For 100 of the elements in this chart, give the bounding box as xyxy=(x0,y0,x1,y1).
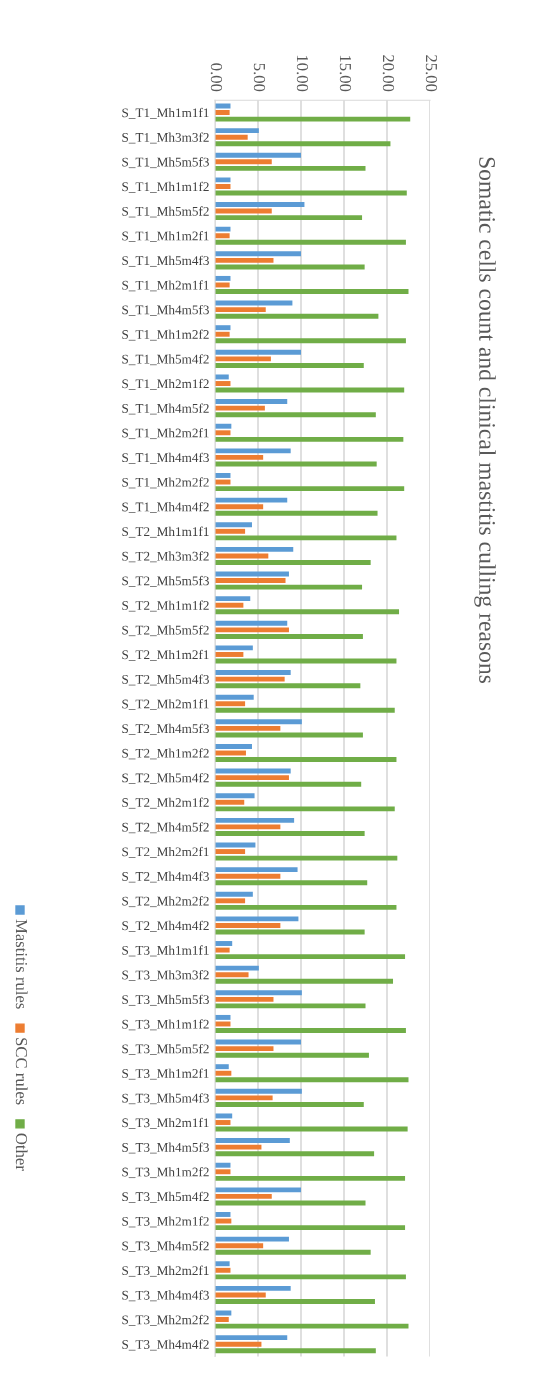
y-tick-label: S_T1_Mh3m3f2 xyxy=(122,132,209,144)
bar xyxy=(215,177,231,183)
y-tick-label: S_T1_Mh1m1f1 xyxy=(122,107,209,119)
bar xyxy=(215,1014,231,1020)
y-tick-label: S_T1_Mh5m5f2 xyxy=(122,206,209,218)
bar xyxy=(215,609,400,615)
y-tick-label: S_T2_Mh2m1f1 xyxy=(122,699,209,711)
y-tick-label: S_T2_Mh2m2f2 xyxy=(122,896,209,908)
y-tick-label: S_T3_Mh5m5f2 xyxy=(122,1043,209,1055)
bar xyxy=(215,1261,230,1267)
bar xyxy=(215,183,231,189)
bar xyxy=(215,1212,231,1217)
y-tick-label: S_T1_Mh1m1f2 xyxy=(122,181,209,193)
bar xyxy=(215,831,365,836)
bar xyxy=(215,1285,291,1291)
y-tick-label: S_T3_Mh5m5f3 xyxy=(122,994,209,1006)
y-tick-label: S_T2_Mh4m5f3 xyxy=(122,723,209,735)
bar xyxy=(215,658,397,664)
y-tick-label: S_T3_Mh2m2f1 xyxy=(122,1265,209,1277)
legend-label: Other xyxy=(15,1133,28,1171)
bar xyxy=(215,694,254,700)
bar xyxy=(215,1151,375,1157)
bar xyxy=(215,134,248,140)
y-tick-label: S_T3_Mh5m4f2 xyxy=(122,1191,209,1203)
bar xyxy=(215,1126,408,1132)
y-tick-label: S_T2_Mh4m4f3 xyxy=(122,871,209,883)
y-tick-label: S_T1_Mh1m2f1 xyxy=(122,231,209,242)
bar xyxy=(215,560,371,565)
y-tick-label: S_T2_Mh5m4f3 xyxy=(122,674,209,686)
y-tick-label: S_T1_Mh2m2f2 xyxy=(122,477,209,489)
y-tick-label: S_T3_Mh4m5f2 xyxy=(122,1240,209,1252)
bar xyxy=(215,898,246,904)
bar xyxy=(215,208,272,214)
x-tick-label: 25.00 xyxy=(425,55,438,92)
y-tick-label: S_T1_Mh4m4f3 xyxy=(122,452,209,464)
bar xyxy=(215,725,281,731)
bar xyxy=(215,916,299,922)
y-tick-label: S_T2_Mh1m1f2 xyxy=(122,600,209,612)
bar xyxy=(215,1299,375,1304)
bar xyxy=(215,824,281,830)
bar xyxy=(215,504,264,510)
bar xyxy=(215,806,395,812)
bar xyxy=(215,683,361,689)
bar xyxy=(215,486,405,492)
y-tick-label: S_T1_Mh5m4f2 xyxy=(122,354,209,366)
bar xyxy=(215,1052,369,1058)
bar xyxy=(215,374,229,380)
y-tick-label: S_T3_Mh1m1f1 xyxy=(122,945,209,957)
bar xyxy=(215,141,391,147)
bar xyxy=(215,356,271,362)
y-tick-label: S_T3_Mh2m2f2 xyxy=(122,1314,209,1326)
bar xyxy=(215,849,246,855)
bar xyxy=(215,990,302,996)
bar xyxy=(215,1088,302,1094)
bar xyxy=(215,1348,376,1354)
y-tick-label: S_T3_Mh2m1f2 xyxy=(122,1216,209,1228)
bar xyxy=(215,510,378,516)
y-tick-label: S_T2_Mh4m5f2 xyxy=(122,822,209,834)
text: Somatic cells count and clinical mastitis culling reasons xyxy=(474,157,496,684)
y-tick-label: S_T1_Mh1m2f2 xyxy=(122,329,209,341)
bar xyxy=(215,1218,232,1224)
bar xyxy=(215,325,231,331)
bar xyxy=(215,781,362,787)
bar xyxy=(215,553,269,559)
x-tick-label: 15.00 xyxy=(339,55,352,92)
bar xyxy=(215,1162,231,1168)
y-tick-label: S_T1_Mh2m2f1 xyxy=(122,428,209,440)
y-tick-label: S_T2_Mh1m1f1 xyxy=(122,526,209,538)
bar xyxy=(215,1144,262,1150)
bar xyxy=(215,264,365,270)
bar xyxy=(215,215,363,221)
bar xyxy=(215,399,288,405)
bar xyxy=(215,473,231,478)
y-tick-label: S_T2_Mh3m3f2 xyxy=(122,551,209,563)
bar xyxy=(215,891,253,897)
x-tick-label: 5.00 xyxy=(253,63,266,92)
bar xyxy=(215,670,291,675)
bar xyxy=(215,1120,231,1125)
bar xyxy=(215,1095,273,1101)
bar xyxy=(215,732,363,738)
bar xyxy=(215,448,291,454)
bar xyxy=(215,996,274,1002)
y-tick-label: S_T2_Mh5m4f2 xyxy=(122,772,209,784)
x-tick-label: 20.00 xyxy=(382,55,395,92)
bar xyxy=(215,338,406,344)
bar xyxy=(215,941,233,946)
bar xyxy=(215,1292,266,1298)
bar xyxy=(215,1317,229,1323)
bar xyxy=(215,1175,406,1181)
bar xyxy=(215,362,364,368)
bar xyxy=(215,1113,233,1119)
y-tick-label: S_T2_Mh1m2f2 xyxy=(122,748,209,760)
bar xyxy=(215,546,294,552)
bar xyxy=(215,423,232,429)
bar xyxy=(215,719,302,725)
bar xyxy=(215,1039,301,1045)
bar xyxy=(215,1341,262,1347)
y-tick-label: S_T3_Mh5m4f3 xyxy=(122,1093,209,1105)
bar xyxy=(215,1274,406,1280)
bar xyxy=(215,289,409,295)
